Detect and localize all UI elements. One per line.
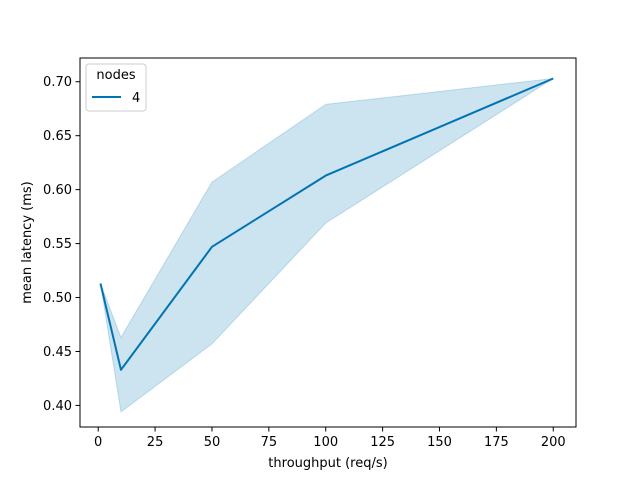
x-tick-label: 75: [261, 435, 278, 450]
x-tick-label: 200: [541, 435, 566, 450]
series-line-layer: [99, 77, 554, 371]
plot-frame: [79, 57, 577, 428]
y-tick-label: 0.55: [43, 237, 72, 252]
y-axis-label: mean latency (ms): [20, 181, 35, 303]
y-tick-label: 0.65: [43, 129, 72, 144]
x-tick-label: 25: [147, 435, 164, 450]
x-tick-label: 175: [484, 435, 509, 450]
legend-title: nodes: [96, 68, 135, 83]
x-tick-label: 150: [427, 435, 452, 450]
legend-box: [85, 63, 147, 112]
y-tick-label: 0.40: [43, 399, 72, 414]
y-tick-label: 0.60: [43, 183, 72, 198]
legend-entry-label: 4: [132, 91, 140, 106]
y-axis-ticks: 0.40 0.45 0.50 0.55 0.60 0.65 0.70: [43, 75, 80, 414]
x-tick-label: 125: [370, 435, 395, 450]
x-tick-label: 0: [94, 435, 102, 450]
x-axis-ticks: 0 25 50 75 100 125 150 175 200: [94, 427, 566, 450]
y-tick-label: 0.70: [43, 75, 72, 90]
x-axis-label: throughput (req/s): [268, 456, 387, 471]
x-tick-label: 100: [313, 435, 338, 450]
x-tick-label: 50: [204, 435, 221, 450]
y-tick-label: 0.45: [43, 345, 72, 360]
series-line: [99, 77, 554, 371]
y-tick-label: 0.50: [43, 291, 72, 306]
legend: nodes 4: [85, 63, 147, 112]
